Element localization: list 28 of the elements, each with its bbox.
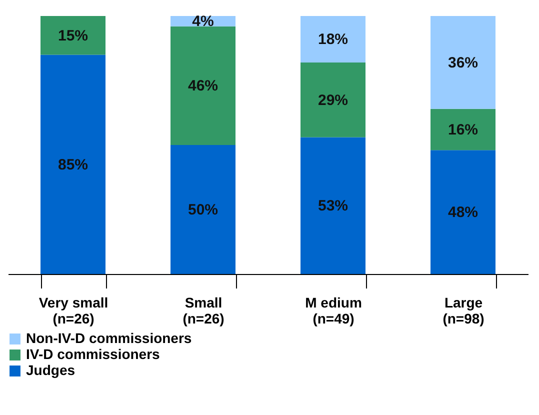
data-label: 53% (318, 198, 348, 215)
bar (300, 62, 366, 138)
bar (430, 108, 496, 150)
bar (170, 26, 236, 145)
bar (430, 150, 496, 274)
data-label: 15% (58, 27, 88, 44)
data-label: 46% (188, 78, 218, 95)
legend-label: IV-D commissioners (26, 346, 160, 362)
data-label: 48% (448, 204, 478, 222)
bar (170, 145, 236, 274)
x-tick-label: Large (n=98) (442, 294, 484, 326)
data-label: 18% (318, 31, 348, 48)
data-label: 4% (192, 13, 214, 30)
bar (40, 54, 106, 274)
data-label: 85% (58, 156, 88, 174)
data-label: 50% (188, 202, 218, 218)
x-tick-label: Very small (n=26) (38, 294, 108, 326)
bar (300, 137, 366, 274)
legend-label: Judges (26, 362, 76, 378)
x-tick-label: M edium (n=49) (305, 294, 362, 326)
data-label: 36% (448, 54, 478, 72)
data-label: 29% (318, 92, 348, 109)
data-label: 16% (448, 122, 478, 139)
x-tick-label: Small (n=26) (182, 294, 224, 326)
bar (430, 16, 496, 109)
bar (300, 16, 366, 62)
bar (40, 16, 106, 55)
legend-label: Non-IV-D commissioners (26, 330, 192, 346)
